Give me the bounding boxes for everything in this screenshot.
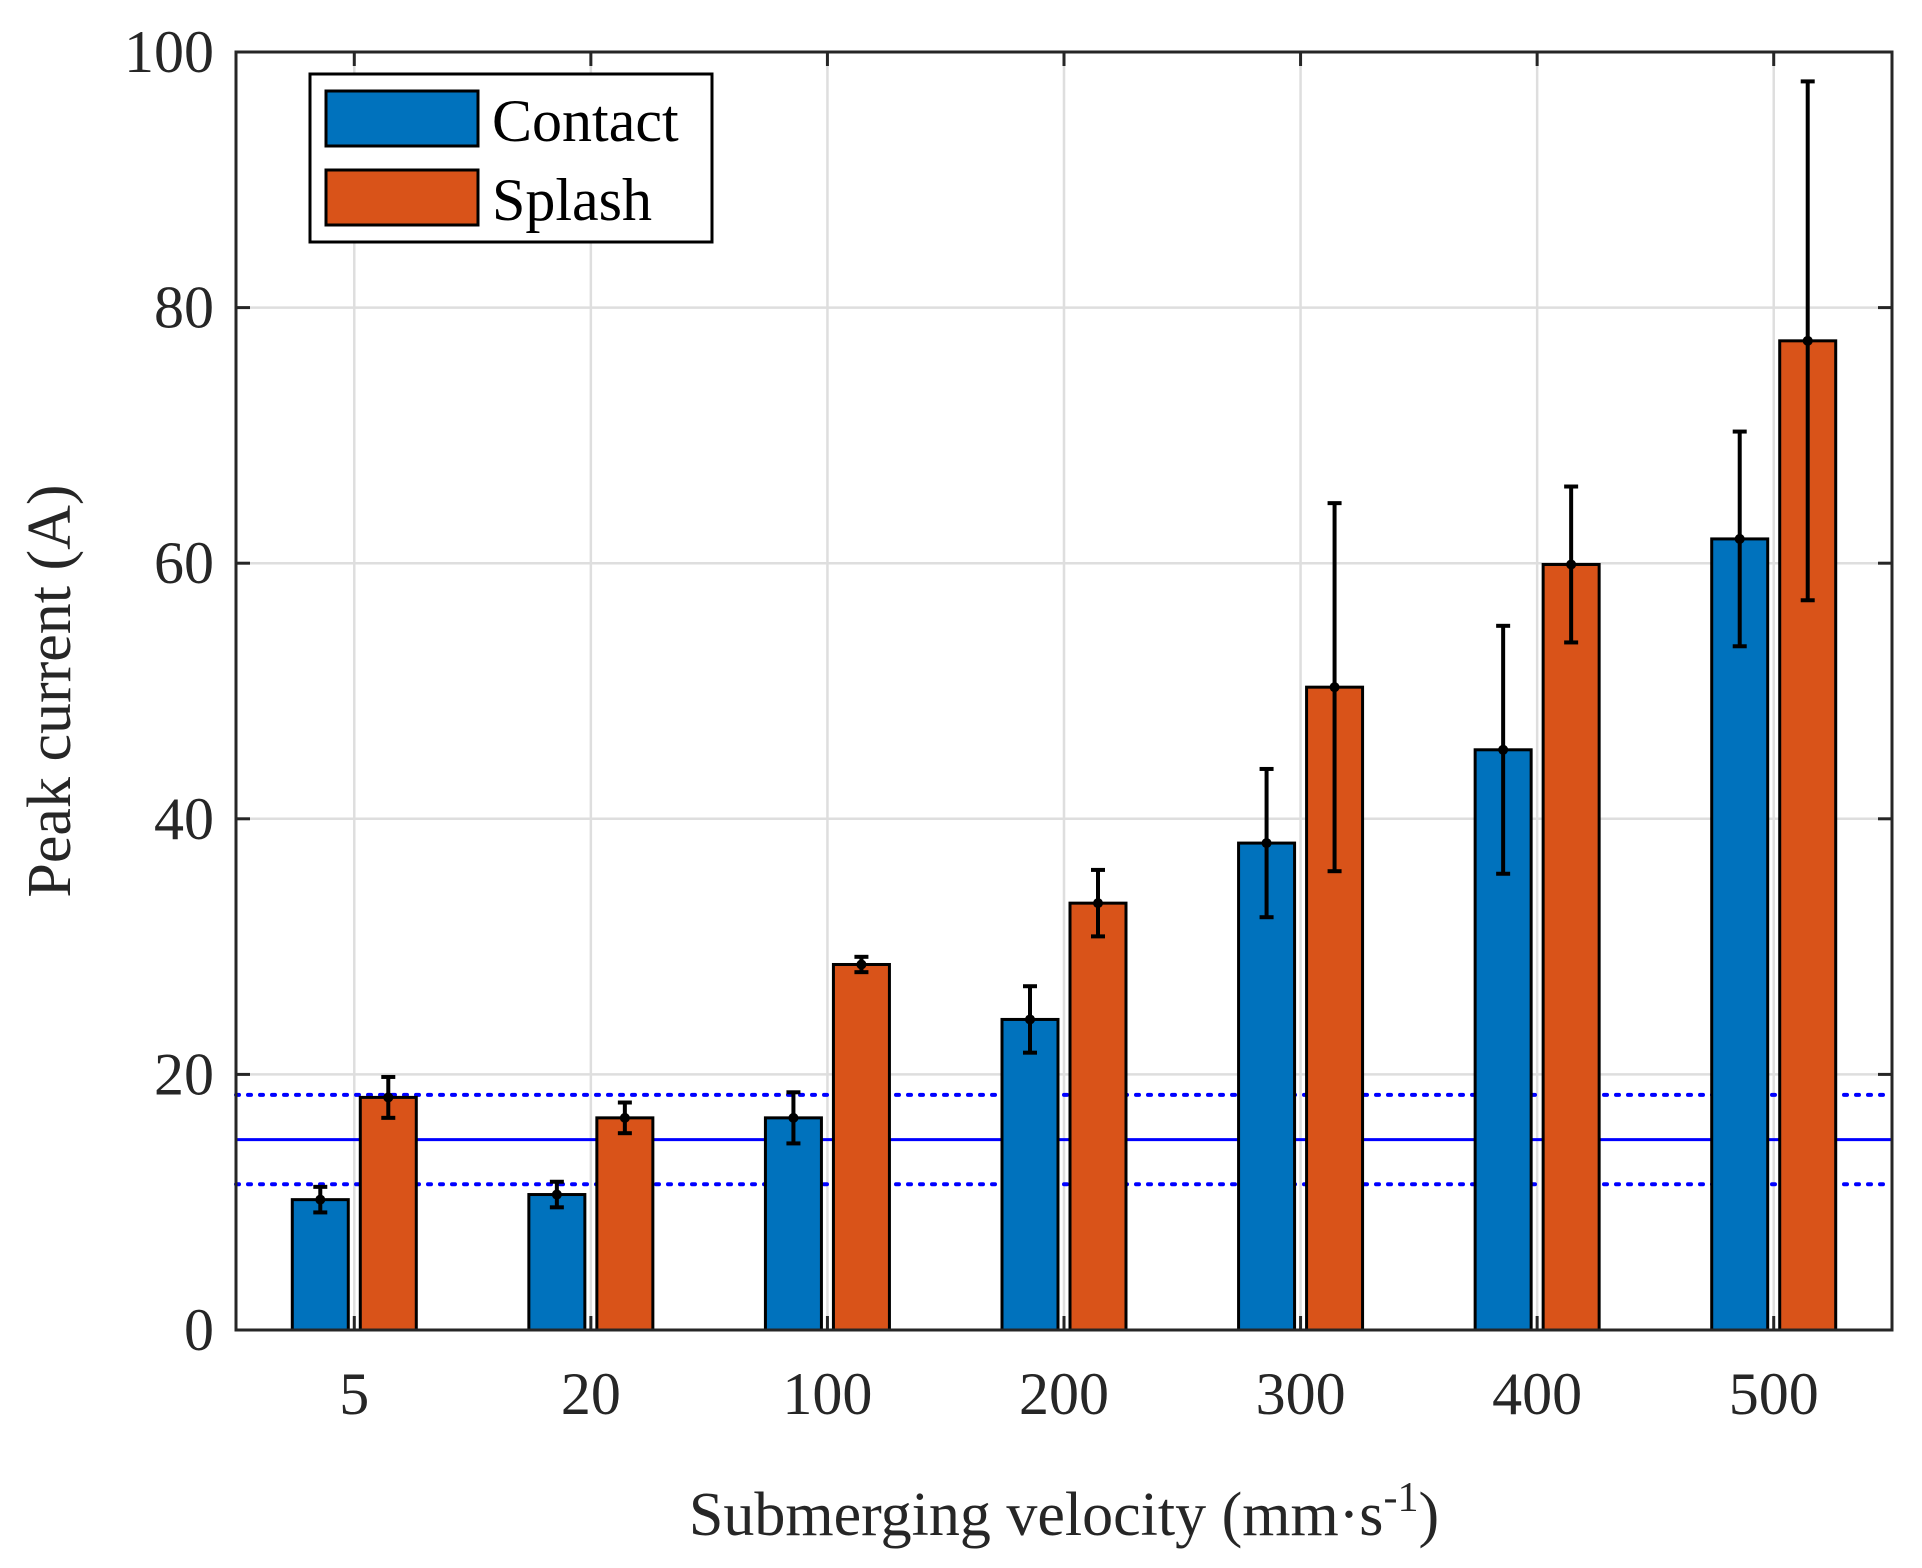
y-tick-label: 20 [154,1041,214,1107]
legend-label-splash: Splash [492,167,652,233]
legend-swatch-splash [324,168,480,227]
bar-contact [763,1116,823,1332]
y-tick-label: 80 [154,275,214,341]
legend: Contact Splash [308,72,714,244]
bar-splash [1541,562,1601,1332]
y-tick-label: 40 [154,786,214,852]
y-tick-label: 60 [154,530,214,596]
bar-contact [1000,1017,1060,1332]
x-tick-label: 100 [782,1361,872,1427]
bar-contact [1237,841,1297,1332]
x-tick-label: 300 [1256,1361,1346,1427]
ticks: 0 20 40 60 80 100 5 20 100 200 300 400 500 [124,19,1892,1427]
error-marker [1734,533,1745,544]
grid [236,52,1892,1330]
error-marker [1261,838,1272,849]
y-tick-label: 100 [124,19,214,85]
y-axis-label: Peak current (A) [16,484,84,897]
bar-splash [595,1116,655,1332]
error-marker [1566,559,1577,570]
x-tick-label: 400 [1492,1361,1582,1427]
error-marker [788,1112,799,1123]
x-axis-label: Submerging velocity (mm·s-1) [689,1475,1439,1549]
error-marker [1093,898,1103,909]
x-tick-label: 500 [1729,1361,1819,1427]
bar-splash [831,962,891,1332]
legend-label-contact: Contact [492,88,679,154]
x-tick-label: 5 [339,1361,369,1427]
reference-lines [234,1092,1894,1187]
error-marker [383,1092,394,1103]
bar-contact [527,1193,587,1332]
x-axis-label-main: Submerging velocity (mm·s [689,1481,1384,1549]
bar-splash [1068,901,1128,1332]
error-marker [1025,1014,1035,1025]
error-marker [1329,682,1340,693]
bar-splash [358,1095,418,1332]
y-tick-label: 0 [184,1297,214,1363]
x-axis-label-superscript: -1 [1383,1475,1418,1521]
error-marker [856,959,867,970]
x-tick-label: 20 [561,1361,621,1427]
x-axis-label-suffix: ) [1418,1481,1439,1549]
legend-swatch-contact [324,89,480,148]
x-tick-label: 200 [1019,1361,1109,1427]
bar-contact [290,1198,350,1332]
error-marker [315,1194,326,1205]
error-marker [619,1112,630,1123]
error-marker [1498,744,1509,755]
error-marker [1802,335,1813,346]
error-marker [551,1189,562,1200]
error-bars [313,79,1815,1215]
bar-contact [1710,537,1770,1332]
